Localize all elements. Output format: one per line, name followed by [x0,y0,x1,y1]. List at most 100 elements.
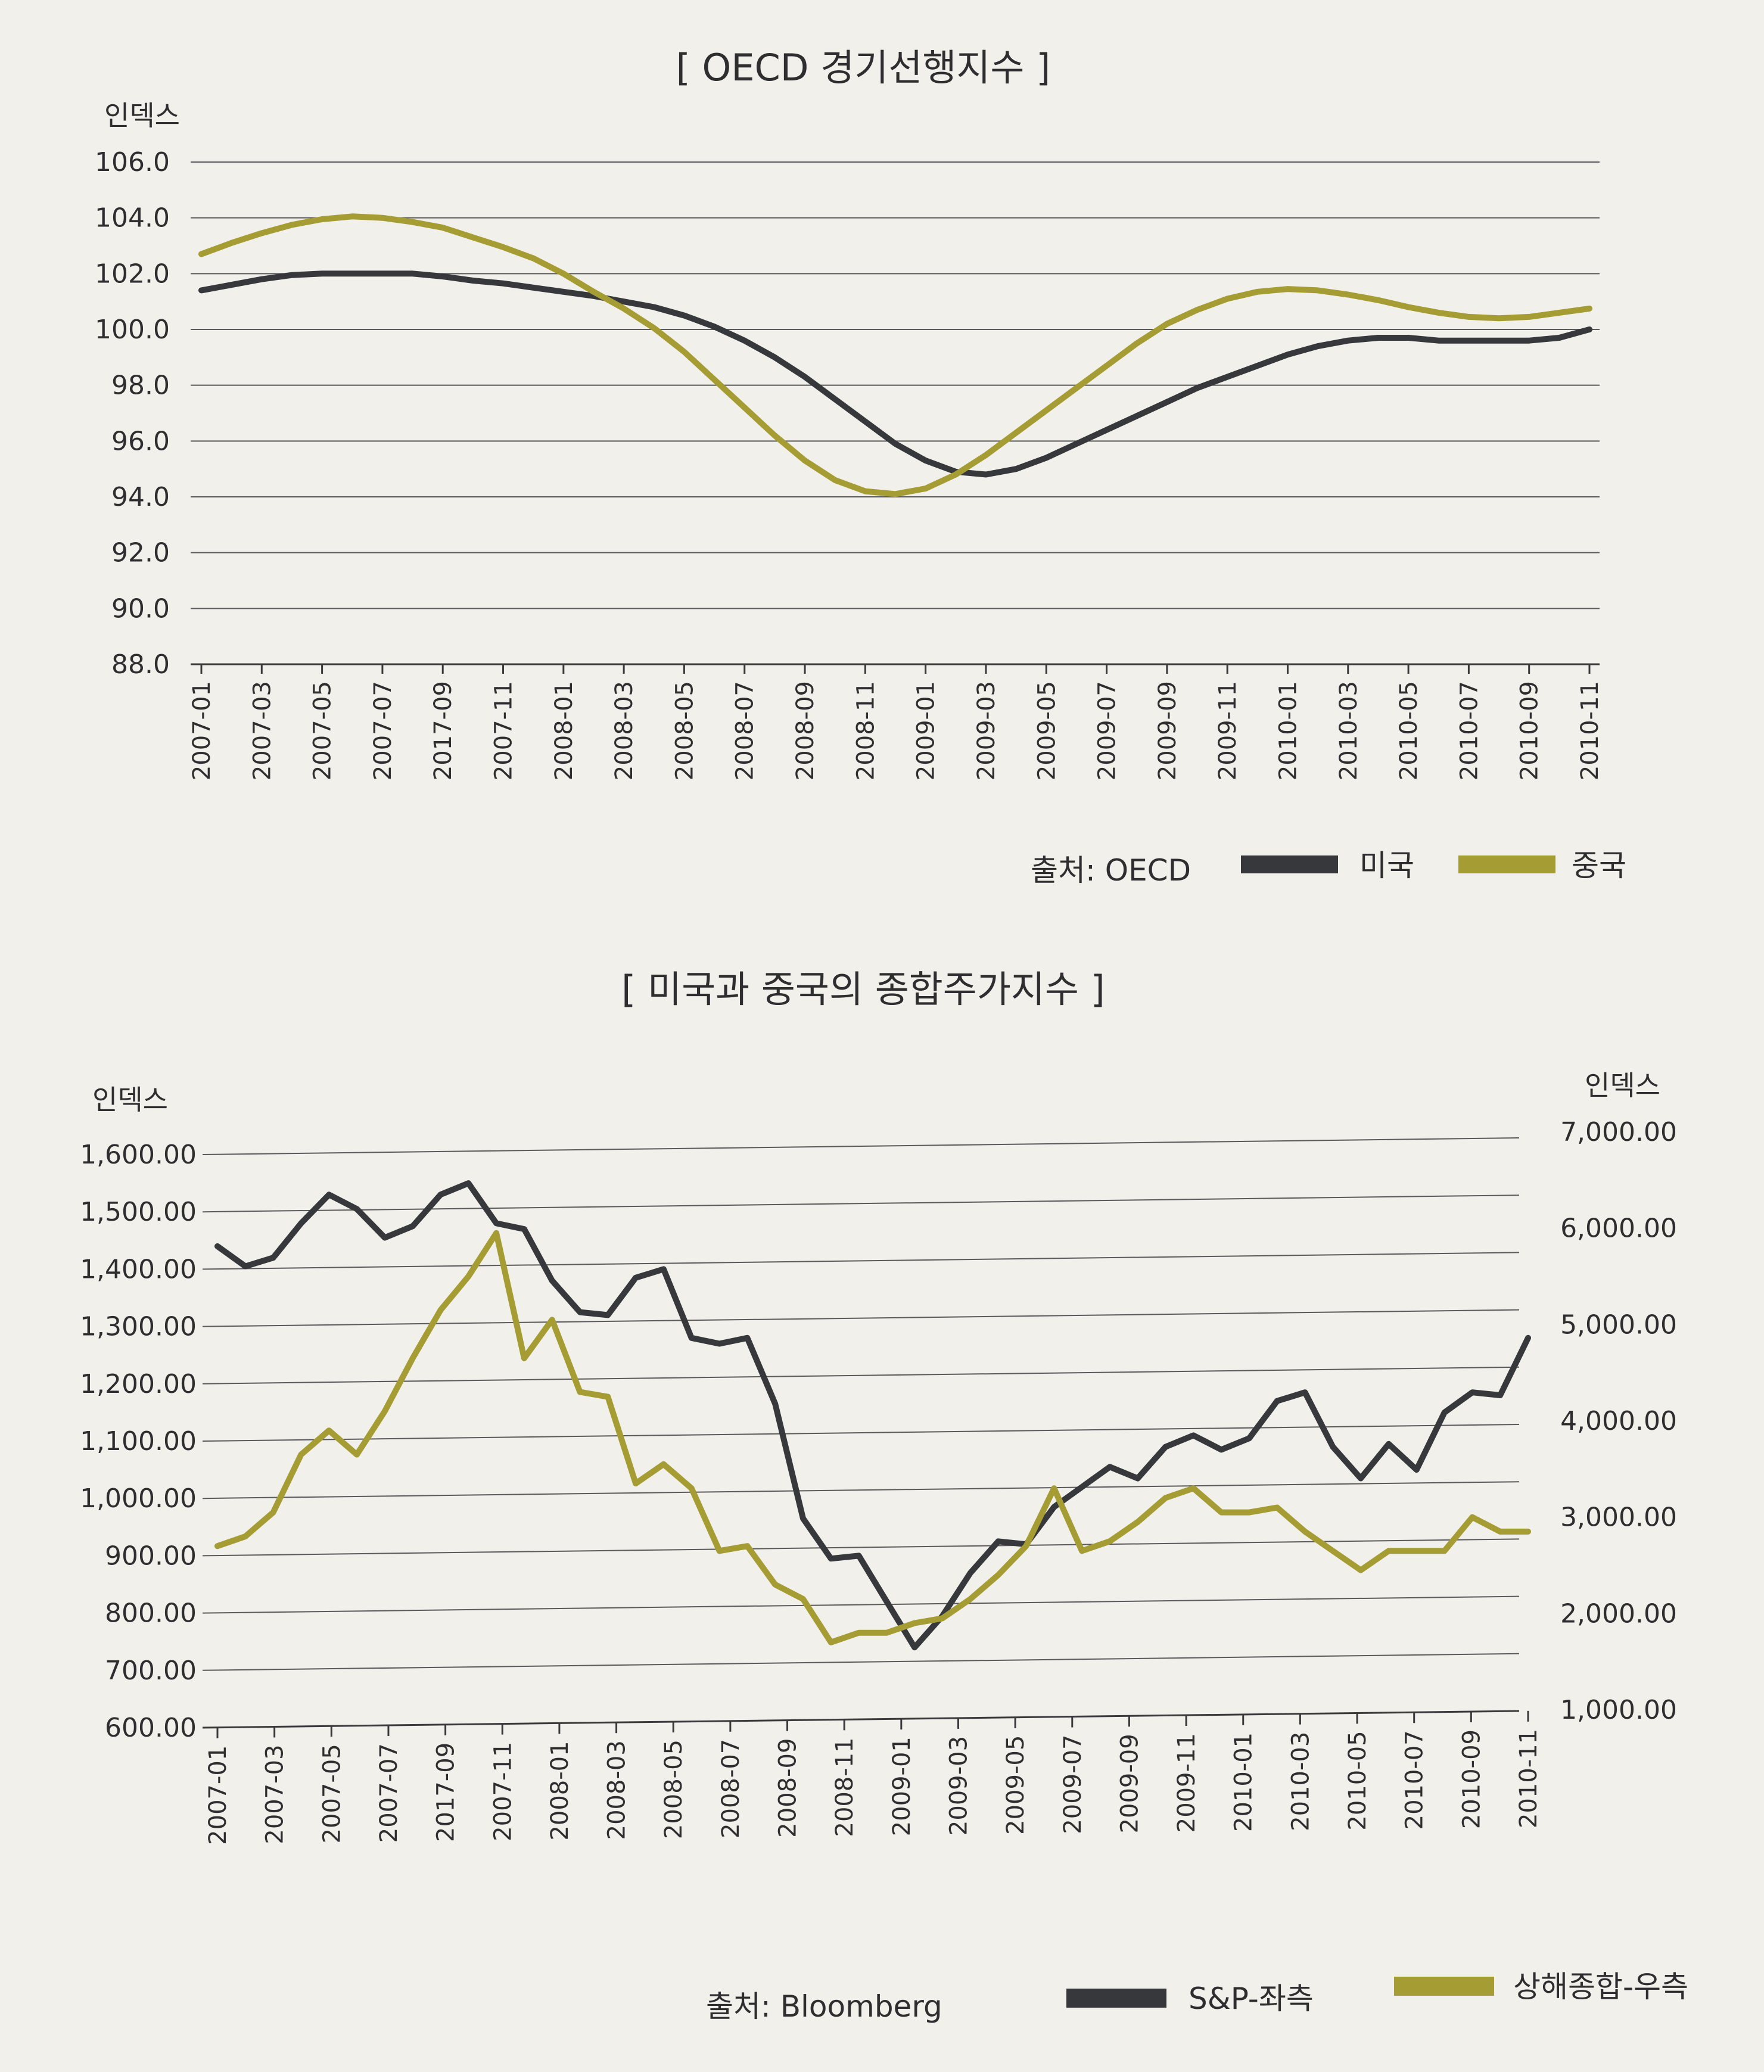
left-y-tick-label: 1,000.00 [80,1483,197,1514]
x-tick-label: 2010-07 [1455,681,1483,780]
x-tick-label: 2017-09 [430,681,457,780]
gridline [202,1653,1520,1671]
left-y-tick-label: 700.00 [105,1656,197,1686]
source-note: 출처: OECD [1031,853,1191,888]
x-tick-label: 2007-05 [309,681,337,780]
y-tick-label: 94.0 [111,482,170,512]
x-tick-label: 2007-11 [490,681,518,780]
gridline [202,1424,1520,1442]
x-tick-label: 2009-11 [1173,1733,1200,1833]
right-y-tick-label: 3,000.00 [1560,1502,1677,1533]
x-tick-label: 2009-05 [1033,681,1060,780]
x-axis-line [202,1710,1520,1729]
left-axis-unit-label: 인덱스 [92,1084,168,1116]
oecd-cli-chart: [ OECD 경기선행지수 ] 인덱스 106.0 104.0 102.0 100.0… [95,46,1626,888]
x-tick-label: 2010-05 [1344,1731,1371,1830]
left-y-tick-label: 1,200.00 [80,1369,197,1399]
right-y-tick-label: 5,000.00 [1560,1309,1677,1340]
x-tick-label: 2009-03 [973,681,1000,780]
legend-swatch-china [1458,855,1555,873]
x-tick-label: 2010-09 [1516,681,1544,780]
y-tick-label: 88.0 [111,649,170,680]
x-tick-label: 2010-03 [1287,1732,1314,1831]
left-y-tick-label: 1,400.00 [80,1254,197,1284]
gridline [202,1595,1520,1614]
y-tick-label: 102.0 [95,259,170,289]
y-tick-label: 96.0 [111,426,170,456]
x-tick-label: 2009-03 [945,1736,972,1835]
x-tick-label: 2009-09 [1154,681,1181,780]
x-tick-label: 2007-03 [262,1744,289,1844]
left-y-tick-label: 900.00 [105,1541,197,1571]
gridline [202,1481,1520,1499]
right-y-tick-label: 7,000.00 [1560,1117,1677,1147]
x-tick-label: 2010-05 [1395,681,1423,780]
x-tick-label: 2008-05 [660,1740,687,1839]
y-tick-label: 98.0 [111,371,170,401]
legend-label-usa: 미국 [1359,848,1414,883]
right-y-tick-label: 4,000.00 [1560,1406,1677,1436]
left-y-tick-label: 800.00 [105,1598,197,1629]
x-tick-label: 2009-07 [1094,681,1121,780]
left-y-tick-label: 1,600.00 [80,1140,197,1170]
x-tick-label: 2010-11 [1515,1729,1542,1828]
x-tick-label: 2007-05 [318,1744,346,1843]
gridline [202,1137,1520,1155]
x-tick-label: 2010-11 [1576,681,1604,780]
x-tick-label: 2010-01 [1274,681,1302,780]
left-y-tick-label: 600.00 [105,1713,197,1743]
legend-label-shanghai: 상해종합-우측 [1513,1970,1688,2004]
x-tick-label: 2009-05 [1002,1735,1029,1835]
series-line-usa [198,270,1592,478]
gridline [202,1538,1520,1557]
gridline [202,1309,1520,1327]
x-tick-label: 2008-07 [717,1739,745,1838]
left-y-tick-label: 1,500.00 [80,1197,197,1227]
legend-label-sp500: S&P-좌측 [1189,1981,1314,2016]
x-tick-label: 2008-03 [603,1740,631,1840]
x-tick-label: 2009-01 [913,681,940,780]
x-tick-label: 2007-07 [369,681,397,780]
x-tick-label: 2007-11 [489,1742,517,1841]
y-tick-label: 92.0 [111,538,170,568]
x-tick-label: 2007-01 [188,681,216,780]
x-tick-label: 2008-09 [792,681,819,780]
x-tick-label: 2008-11 [831,1737,858,1837]
chart-title: [ 미국과 중국의 종합주가지수 ] [621,967,1105,1011]
x-tick-label: 2008-03 [611,681,638,780]
gridline [202,1194,1520,1213]
gridline [202,1252,1520,1270]
y-tick-label: 100.0 [95,315,170,345]
x-tick-label: 2007-03 [248,681,276,780]
x-tick-label: 2009-11 [1214,681,1242,780]
stock-index-chart: [ 미국과 중국의 종합주가지수 ] 인덱스 인덱스 1,600.00 1,500… [80,967,1688,2024]
x-tick-label: 2007-01 [204,1746,232,1845]
x-tick-label: 2010-09 [1458,1729,1485,1829]
x-tick-label: 2008-05 [671,681,698,780]
legend-label-china: 중국 [1572,848,1626,883]
x-tick-label: 2008-07 [732,681,759,780]
legend: 출처: OECD 미국 중국 [1031,848,1626,888]
left-y-tick-label: 1,300.00 [80,1312,197,1342]
x-tick-label: 2008-01 [550,681,578,780]
x-tick-label: 2010-03 [1335,681,1362,780]
x-tick-label: 2008-11 [852,681,879,780]
x-tick-label: 2007-07 [375,1743,403,1843]
left-y-tick-label: 1,100.00 [80,1426,197,1457]
legend: 출처: Bloomberg S&P-좌측 상해종합-우측 [706,1970,1688,2024]
x-tick-label: 2009-07 [1059,1735,1087,1834]
x-tick-label: 2008-01 [546,1741,574,1840]
legend-swatch-shanghai [1394,1977,1494,1996]
legend-swatch-usa [1241,855,1338,873]
x-tick-label: 2010-01 [1230,1732,1258,1832]
right-y-tick-label: 6,000.00 [1560,1214,1677,1244]
series-line-sp500 [214,1180,1531,1651]
chart-title: [ OECD 경기선행지수 ] [676,46,1051,89]
x-tick-label: 2010-07 [1401,1730,1429,1830]
legend-swatch-sp500 [1066,1989,1166,2008]
x-tick-label: 2008-09 [774,1738,802,1838]
right-axis-unit-label: 인덱스 [1585,1069,1660,1102]
y-tick-label: 104.0 [95,203,170,234]
gridline [202,1366,1520,1385]
